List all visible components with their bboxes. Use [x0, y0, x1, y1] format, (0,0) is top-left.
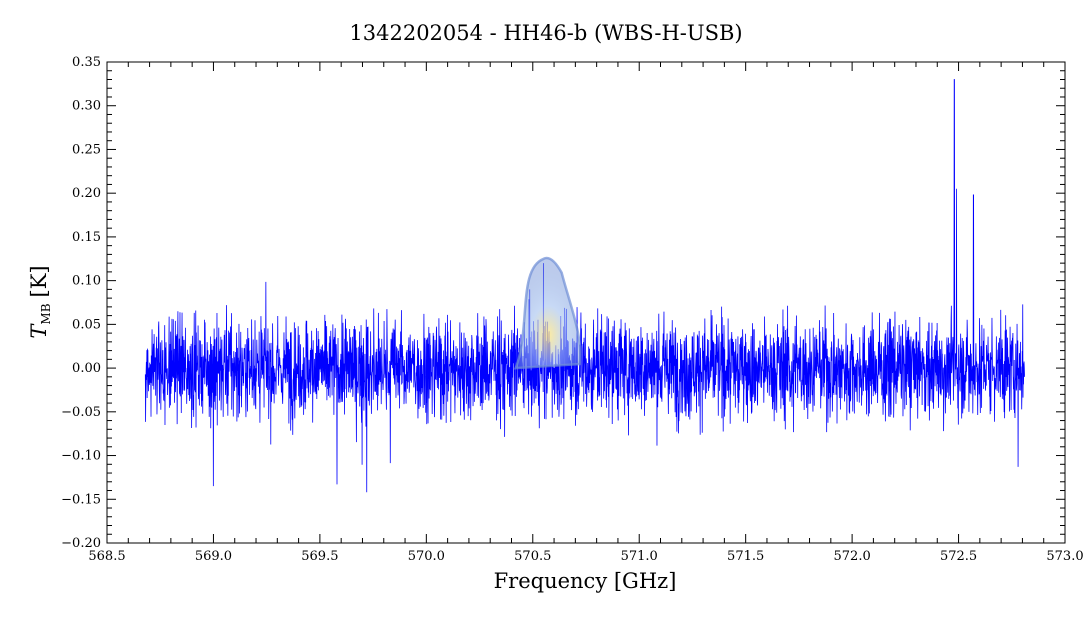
spectrum-series-line	[144, 79, 1025, 493]
y-tick-label: 0.20	[72, 186, 101, 201]
y-axis-label-sub: MB	[39, 303, 53, 324]
x-tick-label: 568.5	[88, 549, 125, 564]
y-tick-label: 0.35	[72, 55, 101, 70]
y-tick-label: 0.10	[72, 274, 101, 289]
x-axis-label: Frequency [GHz]	[494, 569, 677, 593]
x-tick-label: 573.0	[1046, 549, 1083, 564]
x-tick-label: 571.0	[621, 549, 658, 564]
y-axis-label-unit: [K]	[27, 265, 51, 297]
svg-text:TMB[K]: TMB [K]	[27, 265, 53, 338]
series-layer	[144, 79, 1025, 493]
y-tick-label: −0.05	[61, 405, 101, 420]
y-tick-label: 0.00	[72, 361, 101, 376]
x-tick-label: 572.0	[834, 549, 871, 564]
y-axis-label: TMB [K]	[27, 265, 53, 338]
y-tick-label: −0.15	[61, 492, 101, 507]
y-axis: −0.20 −0.15 −0.10 −0.05 0.00 0.05 0.10 0.15 0.20…	[61, 55, 1065, 551]
y-tick-label: 0.30	[72, 99, 101, 114]
chart-title: 1342202054 - HH46-b (WBS-H-USB)	[349, 21, 742, 45]
plot-frame	[106, 61, 1066, 544]
y-tick-label: −0.20	[61, 536, 101, 551]
highlight-blob	[513, 256, 582, 370]
x-tick-label: 569.5	[301, 549, 338, 564]
plot-area: 568.5 569.0 569.5 570.0 570.5 571.0 571.5 572.0…	[61, 55, 1083, 564]
x-tick-label: 570.5	[514, 549, 551, 564]
y-tick-label: 0.15	[72, 230, 101, 245]
x-tick-label: 570.0	[408, 549, 445, 564]
line-highlight-region	[513, 256, 582, 370]
y-tick-label: 0.05	[72, 317, 101, 332]
x-tick-label: 569.0	[195, 549, 232, 564]
y-tick-label: 0.25	[72, 142, 101, 157]
x-tick-label: 571.5	[727, 549, 764, 564]
x-axis: 568.5 569.0 569.5 570.0 570.5 571.0 571.5 572.0…	[88, 62, 1084, 564]
y-tick-label: −0.10	[61, 449, 101, 464]
y-axis-label-main: T	[27, 323, 51, 339]
x-tick-label: 572.5	[940, 549, 977, 564]
